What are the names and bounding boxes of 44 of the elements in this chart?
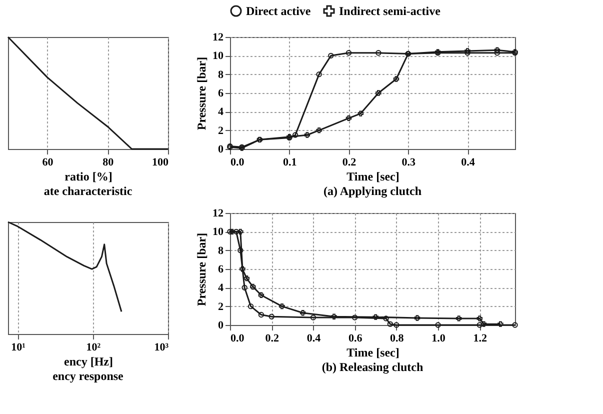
y-axis-title: Pressure [bar] xyxy=(194,56,208,130)
legend-label: Indirect semi-active xyxy=(339,4,442,18)
x-axis-title: ratio [%] xyxy=(64,170,112,184)
y-tick-label: 4 xyxy=(218,282,224,294)
y-tick-label: 6 xyxy=(218,264,224,276)
x-tick-label: 100 xyxy=(152,156,169,168)
x-tick-label: 1.2 xyxy=(473,332,488,344)
text: (b) Releasing clutch xyxy=(322,360,424,374)
y-tick-label: 0 xyxy=(218,320,224,332)
y-tick-label: 2 xyxy=(218,124,224,137)
x-tick-label: 0.2 xyxy=(342,156,357,168)
x-axis-title: Time [sec] xyxy=(346,346,400,360)
text: (a) Applying clutch xyxy=(323,184,422,198)
y-tick-label: 2 xyxy=(218,300,224,313)
y-tick-label: 12 xyxy=(212,208,224,220)
x-tick-label: 0.3 xyxy=(402,156,416,168)
x-tick-label: 10² xyxy=(86,342,102,354)
legend-label: Direct active xyxy=(246,4,312,18)
x-tick-label: 0.4 xyxy=(461,156,476,168)
y-tick-label: 6 xyxy=(218,88,224,100)
y-tick-label: 12 xyxy=(212,32,224,44)
y-tick-label: 8 xyxy=(218,244,224,257)
x-tick-label: 1.0 xyxy=(432,332,446,344)
x-tick-label: 0.2 xyxy=(265,332,280,344)
x-axis-title: Time [sec] xyxy=(346,170,400,184)
x-tick-label: 0.0 xyxy=(230,332,245,344)
text: ate characteristic xyxy=(44,184,133,198)
y-tick-label: 0 xyxy=(218,144,224,156)
x-tick-label: 0.8 xyxy=(390,332,404,344)
x-tick-label: 0.1 xyxy=(283,156,297,168)
y-tick-label: 10 xyxy=(212,50,224,62)
y-tick-label: 8 xyxy=(218,68,224,81)
y-axis-title: Pressure [bar] xyxy=(194,232,208,306)
y-tick-label: 4 xyxy=(218,106,224,118)
x-tick-label: 60 xyxy=(42,156,54,168)
x-tick-label: 10¹ xyxy=(11,342,26,354)
x-tick-label: 0.0 xyxy=(230,156,245,168)
y-tick-label: 10 xyxy=(212,226,224,238)
text: ency response xyxy=(52,369,124,383)
x-axis-title: ency [Hz] xyxy=(64,354,113,368)
x-tick-label: 10³ xyxy=(154,342,170,354)
x-tick-label: 80 xyxy=(102,156,114,168)
x-tick-label: 0.6 xyxy=(348,332,363,344)
x-tick-label: 0.4 xyxy=(306,332,322,344)
